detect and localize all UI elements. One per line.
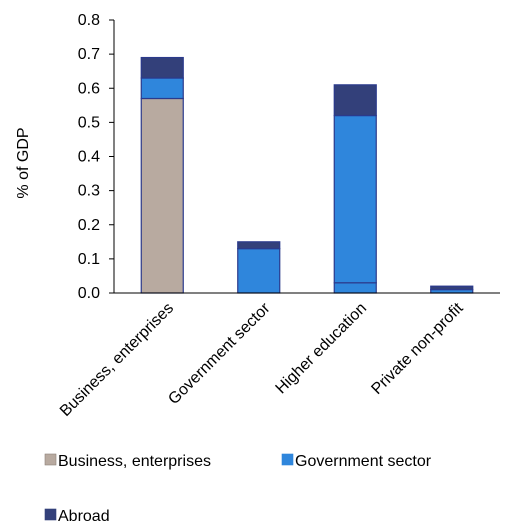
- y-tick-label: 0.4: [78, 149, 100, 166]
- bar-segment: [430, 285, 474, 291]
- bar-segment: [140, 97, 184, 294]
- bars: [140, 56, 474, 294]
- x-category-label: Business, enterprises: [57, 300, 177, 420]
- y-tick-label: 0.7: [78, 46, 100, 63]
- x-category-label: Private non-profit: [368, 299, 467, 398]
- y-tick-label: 0.5: [78, 114, 100, 131]
- y-ticks: 0.0 0.1 0.2 0.3 0.4 0.5 0.6 0.7 0.8: [78, 12, 114, 302]
- bar-segment: [333, 84, 377, 117]
- legend-label: Abroad: [58, 508, 110, 525]
- bar-segment: [237, 248, 281, 294]
- legend-label: Business, enterprises: [58, 453, 211, 470]
- bar-segment: [237, 241, 281, 250]
- legend-label: Government sector: [295, 453, 432, 470]
- y-axis-title: % of GDP: [15, 127, 32, 198]
- y-tick-label: 0.6: [78, 80, 100, 97]
- bar-segment: [333, 282, 377, 294]
- y-tick-label: 0.0: [78, 285, 100, 302]
- y-tick-label: 0.1: [78, 251, 100, 268]
- x-category-label: Higher education: [273, 300, 371, 398]
- legend-swatch: [44, 508, 57, 521]
- y-tick-label: 0.3: [78, 183, 100, 200]
- bar-segment: [140, 56, 184, 79]
- legend: Business, enterprises Government sector Ab…: [44, 453, 432, 525]
- legend-swatch: [281, 453, 294, 466]
- bar-segment: [140, 77, 184, 100]
- y-tick-label: 0.2: [78, 217, 100, 234]
- y-tick-label: 0.8: [78, 12, 100, 29]
- x-category-label: Government sector: [165, 299, 274, 408]
- bar-segment: [333, 114, 377, 284]
- legend-swatch: [44, 453, 57, 466]
